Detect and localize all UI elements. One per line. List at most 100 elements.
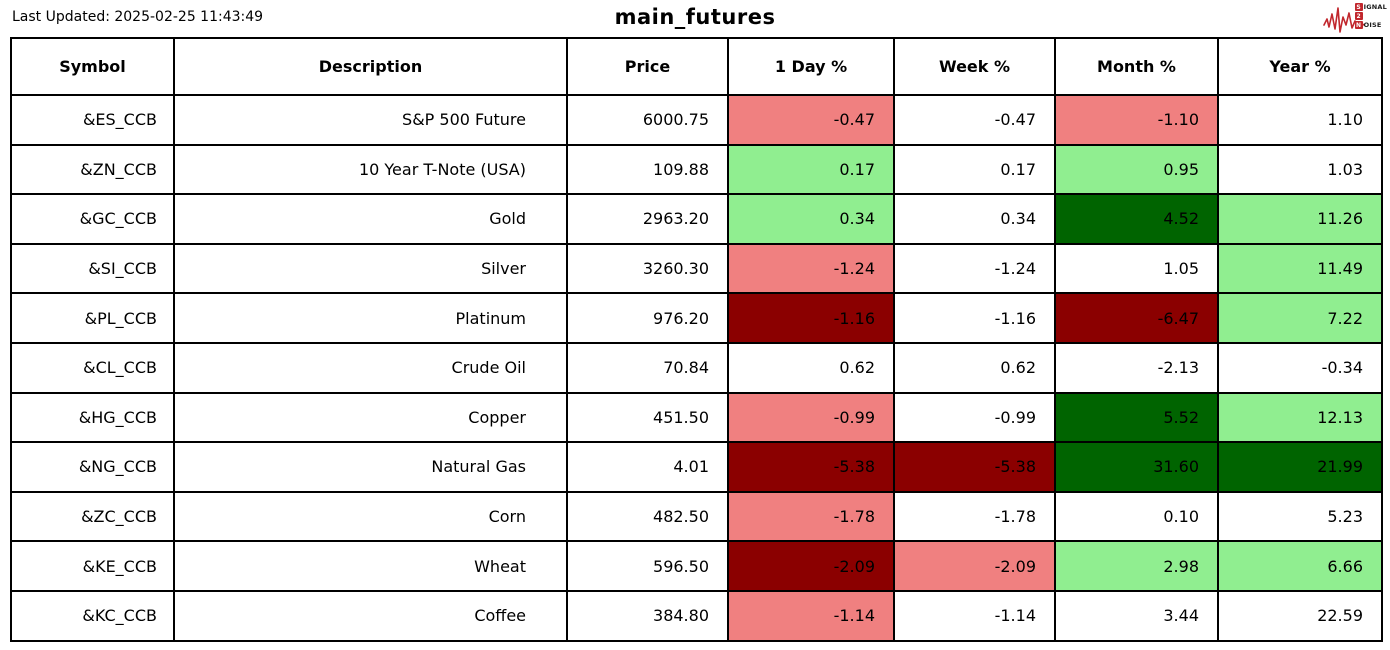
- table-row: &CL_CCB Crude Oil 70.84 0.62 0.62 -2.13 -0.34: [10, 341, 1383, 394]
- pct-cell: 31.60: [1054, 441, 1219, 493]
- pct-cell: -0.47: [893, 94, 1056, 146]
- symbol-cell: &SI_CCB: [10, 242, 175, 295]
- pct-cell: -0.99: [727, 391, 895, 444]
- logo-line-noise: N OISE: [1354, 21, 1387, 29]
- column-header-year: Year %: [1217, 37, 1383, 96]
- pct-cell: 3.44: [1054, 589, 1219, 642]
- pct-cell: 0.17: [727, 143, 895, 196]
- description-cell: Natural Gas: [173, 441, 568, 493]
- pct-cell: 2.98: [1054, 540, 1219, 592]
- price-cell: 482.50: [566, 490, 729, 543]
- pct-cell: -2.09: [893, 540, 1056, 592]
- description-cell: Copper: [173, 391, 568, 444]
- pct-cell: 0.62: [893, 341, 1056, 394]
- pct-cell: 0.95: [1054, 143, 1219, 196]
- pct-cell: -0.47: [727, 94, 895, 146]
- pct-cell: -1.78: [727, 490, 895, 543]
- logo-wordmark: S IGNAL 2 N OISE: [1354, 3, 1387, 29]
- pct-cell: -1.16: [893, 292, 1056, 344]
- pct-cell: 0.10: [1054, 490, 1219, 543]
- price-cell: 109.88: [566, 143, 729, 196]
- table-row: &SI_CCB Silver 3260.30 -1.24 -1.24 1.05 11.49: [10, 242, 1383, 295]
- logo-text-noise: OISE: [1363, 21, 1382, 29]
- pct-cell: 0.62: [727, 341, 895, 394]
- pct-cell: 5.52: [1054, 391, 1219, 444]
- column-header-symbol: Symbol: [10, 37, 175, 96]
- pct-cell: -1.24: [893, 242, 1056, 295]
- table-row: &ZN_CCB 10 Year T-Note (USA) 109.88 0.17 0.1…: [10, 143, 1383, 196]
- pct-cell: 4.52: [1054, 193, 1219, 245]
- pct-cell: -2.13: [1054, 341, 1219, 394]
- page-title: main_futures: [614, 5, 776, 29]
- description-cell: Crude Oil: [173, 341, 568, 394]
- symbol-cell: &NG_CCB: [10, 441, 175, 493]
- price-cell: 596.50: [566, 540, 729, 592]
- price-cell: 2963.20: [566, 193, 729, 245]
- symbol-cell: &CL_CCB: [10, 341, 175, 394]
- pct-cell: 11.26: [1217, 193, 1383, 245]
- description-cell: S&P 500 Future: [173, 94, 568, 146]
- pct-cell: -5.38: [893, 441, 1056, 493]
- pct-cell: -1.10: [1054, 94, 1219, 146]
- price-cell: 976.20: [566, 292, 729, 344]
- last-updated-label: Last Updated: 2025-02-25 11:43:49: [12, 9, 264, 25]
- table-row: &HG_CCB Copper 451.50 -0.99 -0.99 5.52 12.13: [10, 391, 1383, 444]
- table-row: &NG_CCB Natural Gas 4.01 -5.38 -5.38 31.60 21.…: [10, 441, 1383, 493]
- logo-badge-s: S: [1354, 3, 1363, 11]
- pct-cell: 6.66: [1217, 540, 1383, 592]
- price-cell: 384.80: [566, 589, 729, 642]
- price-cell: 4.01: [566, 441, 729, 493]
- column-header-month: Month %: [1054, 37, 1219, 96]
- pct-cell: 0.17: [893, 143, 1056, 196]
- futures-table: Symbol Description Price 1 Day % Week % Month…: [10, 37, 1383, 642]
- table-row: &KC_CCB Coffee 384.80 -1.14 -1.14 3.44 22.59: [10, 589, 1383, 642]
- price-cell: 3260.30: [566, 242, 729, 295]
- symbol-cell: &PL_CCB: [10, 292, 175, 344]
- price-cell: 6000.75: [566, 94, 729, 146]
- price-cell: 451.50: [566, 391, 729, 444]
- description-cell: 10 Year T-Note (USA): [173, 143, 568, 196]
- symbol-cell: &ZN_CCB: [10, 143, 175, 196]
- pct-cell: 22.59: [1217, 589, 1383, 642]
- logo-badge-n: N: [1354, 21, 1363, 29]
- logo-text-signal: IGNAL: [1363, 3, 1387, 11]
- table-row: &KE_CCB Wheat 596.50 -2.09 -2.09 2.98 6.66: [10, 540, 1383, 592]
- table-row: &GC_CCB Gold 2963.20 0.34 0.34 4.52 11.26: [10, 193, 1383, 245]
- symbol-cell: &HG_CCB: [10, 391, 175, 444]
- pct-cell: -0.34: [1217, 341, 1383, 394]
- pct-cell: -5.38: [727, 441, 895, 493]
- symbol-cell: &KC_CCB: [10, 589, 175, 642]
- pct-cell: -2.09: [727, 540, 895, 592]
- signal-2-noise-logo: S IGNAL 2 N OISE: [1323, 1, 1387, 36]
- symbol-cell: &KE_CCB: [10, 540, 175, 592]
- table-row: &ZC_CCB Corn 482.50 -1.78 -1.78 0.10 5.23: [10, 490, 1383, 543]
- description-cell: Silver: [173, 242, 568, 295]
- pct-cell: 0.34: [893, 193, 1056, 245]
- pct-cell: -1.78: [893, 490, 1056, 543]
- pct-cell: -1.14: [727, 589, 895, 642]
- column-header-price: Price: [566, 37, 729, 96]
- pct-cell: -1.16: [727, 292, 895, 344]
- pct-cell: 5.23: [1217, 490, 1383, 543]
- table-header-row: Symbol Description Price 1 Day % Week % Month…: [10, 37, 1383, 96]
- symbol-cell: &ZC_CCB: [10, 490, 175, 543]
- table-row: &PL_CCB Platinum 976.20 -1.16 -1.16 -6.47 7.22: [10, 292, 1383, 344]
- pct-cell: 0.34: [727, 193, 895, 245]
- pct-cell: -1.14: [893, 589, 1056, 642]
- column-header-week: Week %: [893, 37, 1056, 96]
- description-cell: Coffee: [173, 589, 568, 642]
- description-cell: Platinum: [173, 292, 568, 344]
- description-cell: Corn: [173, 490, 568, 543]
- logo-line-signal: S IGNAL: [1354, 3, 1387, 11]
- pct-cell: 1.10: [1217, 94, 1383, 146]
- pct-cell: -6.47: [1054, 292, 1219, 344]
- column-header-description: Description: [173, 37, 568, 96]
- pct-cell: -0.99: [893, 391, 1056, 444]
- description-cell: Wheat: [173, 540, 568, 592]
- logo-line-2: 2: [1354, 12, 1387, 20]
- pct-cell: 1.05: [1054, 242, 1219, 295]
- pct-cell: -1.24: [727, 242, 895, 295]
- pct-cell: 1.03: [1217, 143, 1383, 196]
- price-cell: 70.84: [566, 341, 729, 394]
